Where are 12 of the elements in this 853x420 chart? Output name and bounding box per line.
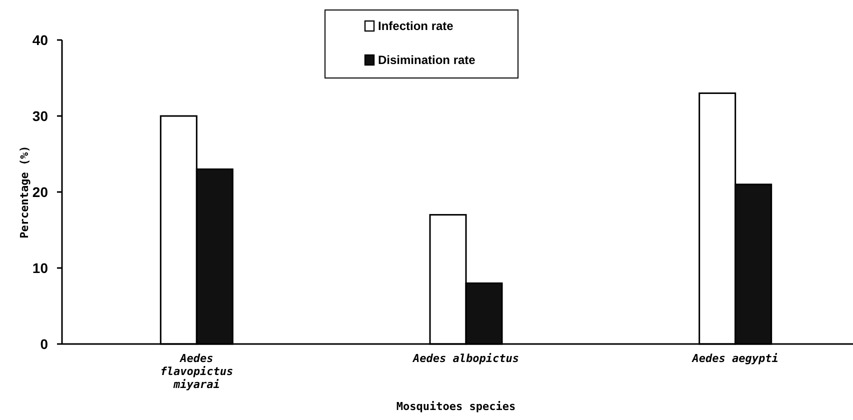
y-tick-label: 0 — [40, 336, 48, 352]
x-tick-label: Aedes flavopictus miyarai — [160, 352, 234, 391]
y-tick-label: 10 — [32, 260, 48, 276]
legend-label: Disimination rate — [378, 53, 476, 68]
x-tick-label: Aedes aegypti — [691, 352, 778, 365]
y-tick-label: 40 — [32, 32, 48, 48]
y-tick-label: 30 — [32, 108, 48, 124]
legend-label: Infection rate — [378, 19, 454, 34]
x-axis-title: Mosquitoes species — [396, 400, 516, 413]
y-axis-title: Percentage (%) — [18, 146, 31, 238]
x-tick-label: Aedes albopictus — [412, 352, 519, 365]
y-tick-label: 20 — [32, 184, 48, 200]
